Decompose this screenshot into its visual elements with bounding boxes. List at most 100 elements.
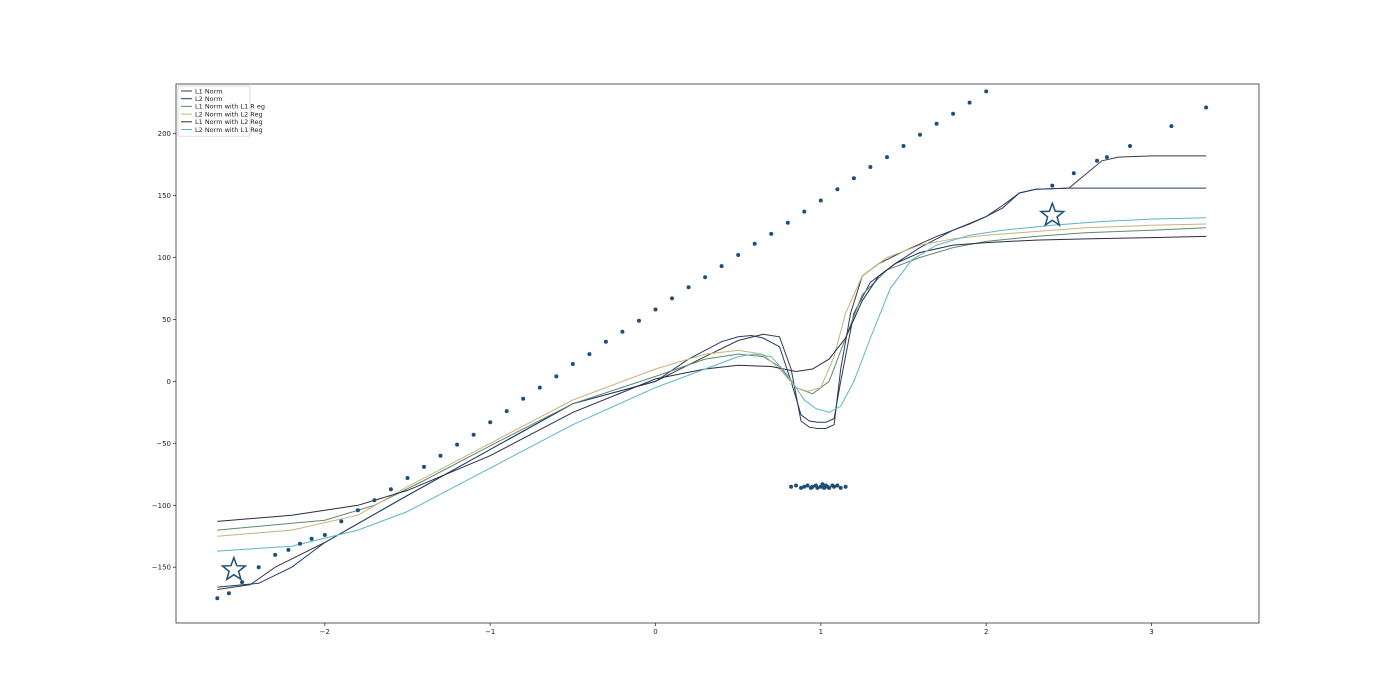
scatter-point — [339, 519, 344, 524]
scatter-point — [1204, 105, 1209, 110]
plot-frame — [175, 83, 1260, 624]
scatter-point — [785, 220, 790, 225]
scatter-point — [322, 533, 327, 537]
scatter-point — [438, 453, 443, 458]
legend-label: L1 Norm with L1 R eg — [195, 103, 265, 111]
scatter-point — [226, 591, 231, 596]
scatter-point — [256, 565, 261, 570]
scatter-point — [967, 100, 972, 105]
star-marker-0 — [220, 555, 248, 582]
x-tick-label: −2 — [320, 628, 330, 636]
scatter-point — [827, 485, 832, 490]
legend-label: L2 Norm — [195, 95, 223, 103]
scatter-point — [752, 241, 757, 246]
y-axis: −150 −100 −50 0 50 100 150 200 — [152, 130, 176, 572]
scatter-point — [620, 329, 625, 334]
scatter-point — [835, 187, 840, 192]
scatter-point — [1071, 171, 1076, 176]
scatter-point — [488, 420, 493, 425]
y-tick-label: −100 — [152, 502, 171, 510]
scatter-point — [504, 409, 509, 414]
scatter-point — [838, 485, 843, 490]
scatter-point — [670, 296, 674, 301]
scatter-point — [769, 231, 774, 236]
scatter-point — [918, 132, 922, 137]
legend-box — [177, 85, 251, 137]
series-line-4 — [217, 235, 1207, 522]
x-tick-label: 3 — [1149, 628, 1153, 636]
plot-area — [175, 83, 1260, 624]
scatter-point — [802, 484, 807, 489]
scatter-point — [587, 352, 592, 357]
scatter-point — [554, 374, 559, 379]
scatter-point — [832, 484, 837, 489]
scatter-point — [719, 264, 724, 269]
scatter-point — [1128, 144, 1132, 148]
scatter-point — [901, 144, 906, 148]
scatter-point — [1050, 183, 1055, 188]
scatter-point — [818, 198, 823, 203]
scatter-point — [388, 487, 393, 492]
scatter-point — [885, 155, 889, 160]
scatter-point — [810, 484, 815, 489]
x-axis: −2 −1 0 1 2 3 — [320, 623, 1154, 636]
scatter-point — [820, 482, 825, 487]
scatter-point — [455, 442, 460, 447]
scatter-point — [843, 484, 848, 489]
scatter-point — [570, 362, 575, 366]
y-tick-label: 50 — [162, 316, 171, 324]
scatter-point — [984, 89, 989, 94]
scatter-point — [273, 552, 278, 557]
scatter-point — [240, 580, 245, 585]
y-tick-label: 0 — [167, 378, 171, 386]
scatter-point — [286, 547, 291, 552]
scatter-point — [934, 121, 939, 126]
scatter-point — [703, 275, 708, 280]
scatter-point — [653, 307, 658, 312]
x-tick-label: 1 — [819, 628, 823, 636]
star-marker-1 — [1038, 201, 1066, 227]
y-tick-label: −150 — [152, 564, 171, 572]
scatter-point — [471, 432, 476, 437]
scatter-point — [835, 483, 840, 488]
x-tick-label: −1 — [485, 628, 495, 636]
legend-label: L1 Norm — [195, 87, 223, 95]
scatter-point — [215, 596, 220, 601]
scatter-point — [805, 483, 810, 488]
series-line-1 — [217, 187, 1207, 588]
scatter-point — [298, 541, 302, 546]
scatter-point — [851, 176, 856, 181]
scatter-point — [637, 318, 641, 323]
y-tick-label: −50 — [156, 440, 171, 448]
scatter-point — [422, 464, 426, 469]
series-line-5 — [217, 217, 1207, 552]
scatter-point — [736, 253, 741, 257]
scatter-point — [537, 385, 542, 390]
scatter-point — [372, 498, 377, 503]
scatter-point — [603, 339, 608, 344]
series-line-3 — [217, 223, 1207, 537]
scatter-point — [789, 484, 794, 489]
scatter-point — [799, 485, 803, 490]
scatter-point — [951, 111, 956, 116]
y-tick-label: 200 — [158, 130, 171, 138]
scatter-point — [686, 285, 691, 290]
scatter-point — [1095, 158, 1099, 163]
scatter-point — [405, 476, 410, 480]
legend-label: L2 Norm with L1 Reg — [195, 126, 263, 134]
x-tick-label: 0 — [653, 628, 657, 636]
scatter-point — [1169, 124, 1174, 129]
scatter-point — [815, 485, 820, 490]
y-tick-label: 100 — [158, 254, 171, 262]
scatter-point — [521, 396, 526, 401]
scatter-point — [802, 209, 807, 214]
scatter-point — [309, 536, 314, 541]
legend-label: L2 Norm with L2 Reg — [195, 110, 263, 118]
scatter-point — [1104, 155, 1109, 160]
scatter-point — [868, 165, 873, 169]
y-tick-label: 150 — [158, 192, 171, 200]
x-tick-label: 2 — [984, 628, 988, 636]
legend-label: L1 Norm with L2 Reg — [195, 118, 263, 126]
